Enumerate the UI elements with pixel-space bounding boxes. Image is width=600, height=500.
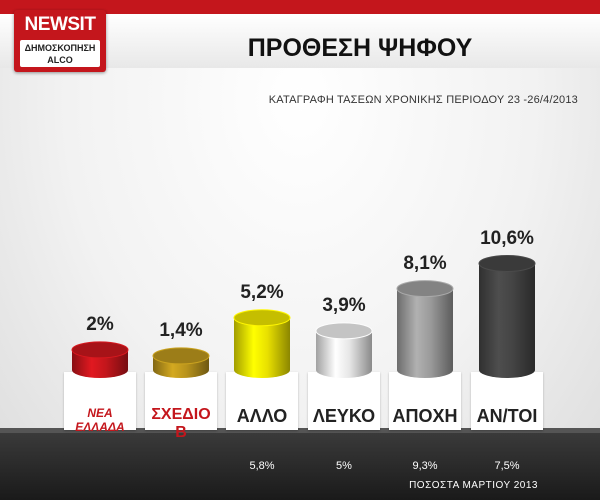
bar-top	[71, 341, 129, 359]
category-label: ΑΝ/ΤΟΙ	[476, 406, 538, 426]
bar-body	[316, 330, 372, 378]
bar-body	[397, 288, 453, 378]
category-label: ΣΧΕΔΙΟ Β	[151, 406, 211, 441]
previous-caption: ΠΟΣΟΣΤΑ ΜΑΡΤΙΟΥ 2013	[409, 480, 538, 491]
plinth-6: ΑΝ/ΤΟΙ	[471, 372, 543, 430]
page-subtitle: ΚΑΤΑΓΡΑΦΗ ΤΑΣΕΩΝ ΧΡΟΝΙΚΗΣ ΠΕΡΙΟΔΟΥ 23 -2…	[268, 94, 578, 106]
previous-value: 5,8%	[249, 460, 275, 472]
category-label: ΝΕΑ ΕΛΛΑΔΑ	[75, 406, 125, 434]
page-title: ΠΡΟΘΕΣΗ ΨΗΦΟΥ	[247, 34, 473, 62]
newsit-logo: NEWSIT ΔΗΜΟΣΚΟΠΗΣΗ ALCO	[14, 10, 106, 72]
floor-edge	[0, 428, 600, 434]
bar-body	[234, 317, 290, 378]
bar-top	[315, 322, 373, 340]
category-label: ΑΛΛΟ	[236, 406, 288, 426]
plinth-2: ΣΧΕΔΙΟ Β	[145, 372, 217, 441]
logo-subtitle: ΔΗΜΟΣΚΟΠΗΣΗ ALCO	[20, 40, 100, 67]
plinth-5: ΑΠΟΧΗ	[389, 372, 461, 430]
value-label: 1,4%	[159, 319, 203, 341]
category-label: ΑΠΟΧΗ	[392, 406, 458, 426]
value-label: 8,1%	[403, 252, 447, 274]
value-label: 2%	[86, 313, 114, 335]
logo-sub-line-1: ΔΗΜΟΣΚΟΠΗΣΗ	[24, 43, 96, 53]
logo-brand: NEWSIT	[24, 14, 96, 35]
value-label: 3,9%	[322, 294, 366, 316]
value-label: 10,6%	[480, 227, 534, 249]
bar-4	[315, 322, 373, 378]
bar-body	[479, 263, 535, 378]
category-label: ΛΕΥΚΟ	[312, 406, 376, 426]
plinth-1: ΝΕΑ ΕΛΛΑΔΑ	[64, 372, 136, 434]
bar-top	[152, 347, 210, 365]
bar-2	[152, 347, 210, 378]
value-label: 5,2%	[240, 281, 284, 303]
logo-sub-line-2: ALCO	[47, 55, 73, 65]
top-band	[0, 0, 600, 14]
previous-value: 9,3%	[412, 460, 438, 472]
plinth-4: ΛΕΥΚΟ	[308, 372, 380, 430]
bar-6	[478, 255, 536, 378]
bar-top	[478, 255, 536, 272]
floor	[0, 433, 600, 500]
bar-top	[233, 309, 291, 327]
previous-value: 5%	[336, 460, 352, 472]
bar-5	[396, 280, 454, 378]
bar-1	[71, 341, 129, 378]
plinth-3: ΑΛΛΟ	[226, 372, 298, 430]
bar-3	[233, 309, 291, 378]
previous-value: 7,5%	[494, 460, 520, 472]
bar-top	[396, 280, 454, 298]
